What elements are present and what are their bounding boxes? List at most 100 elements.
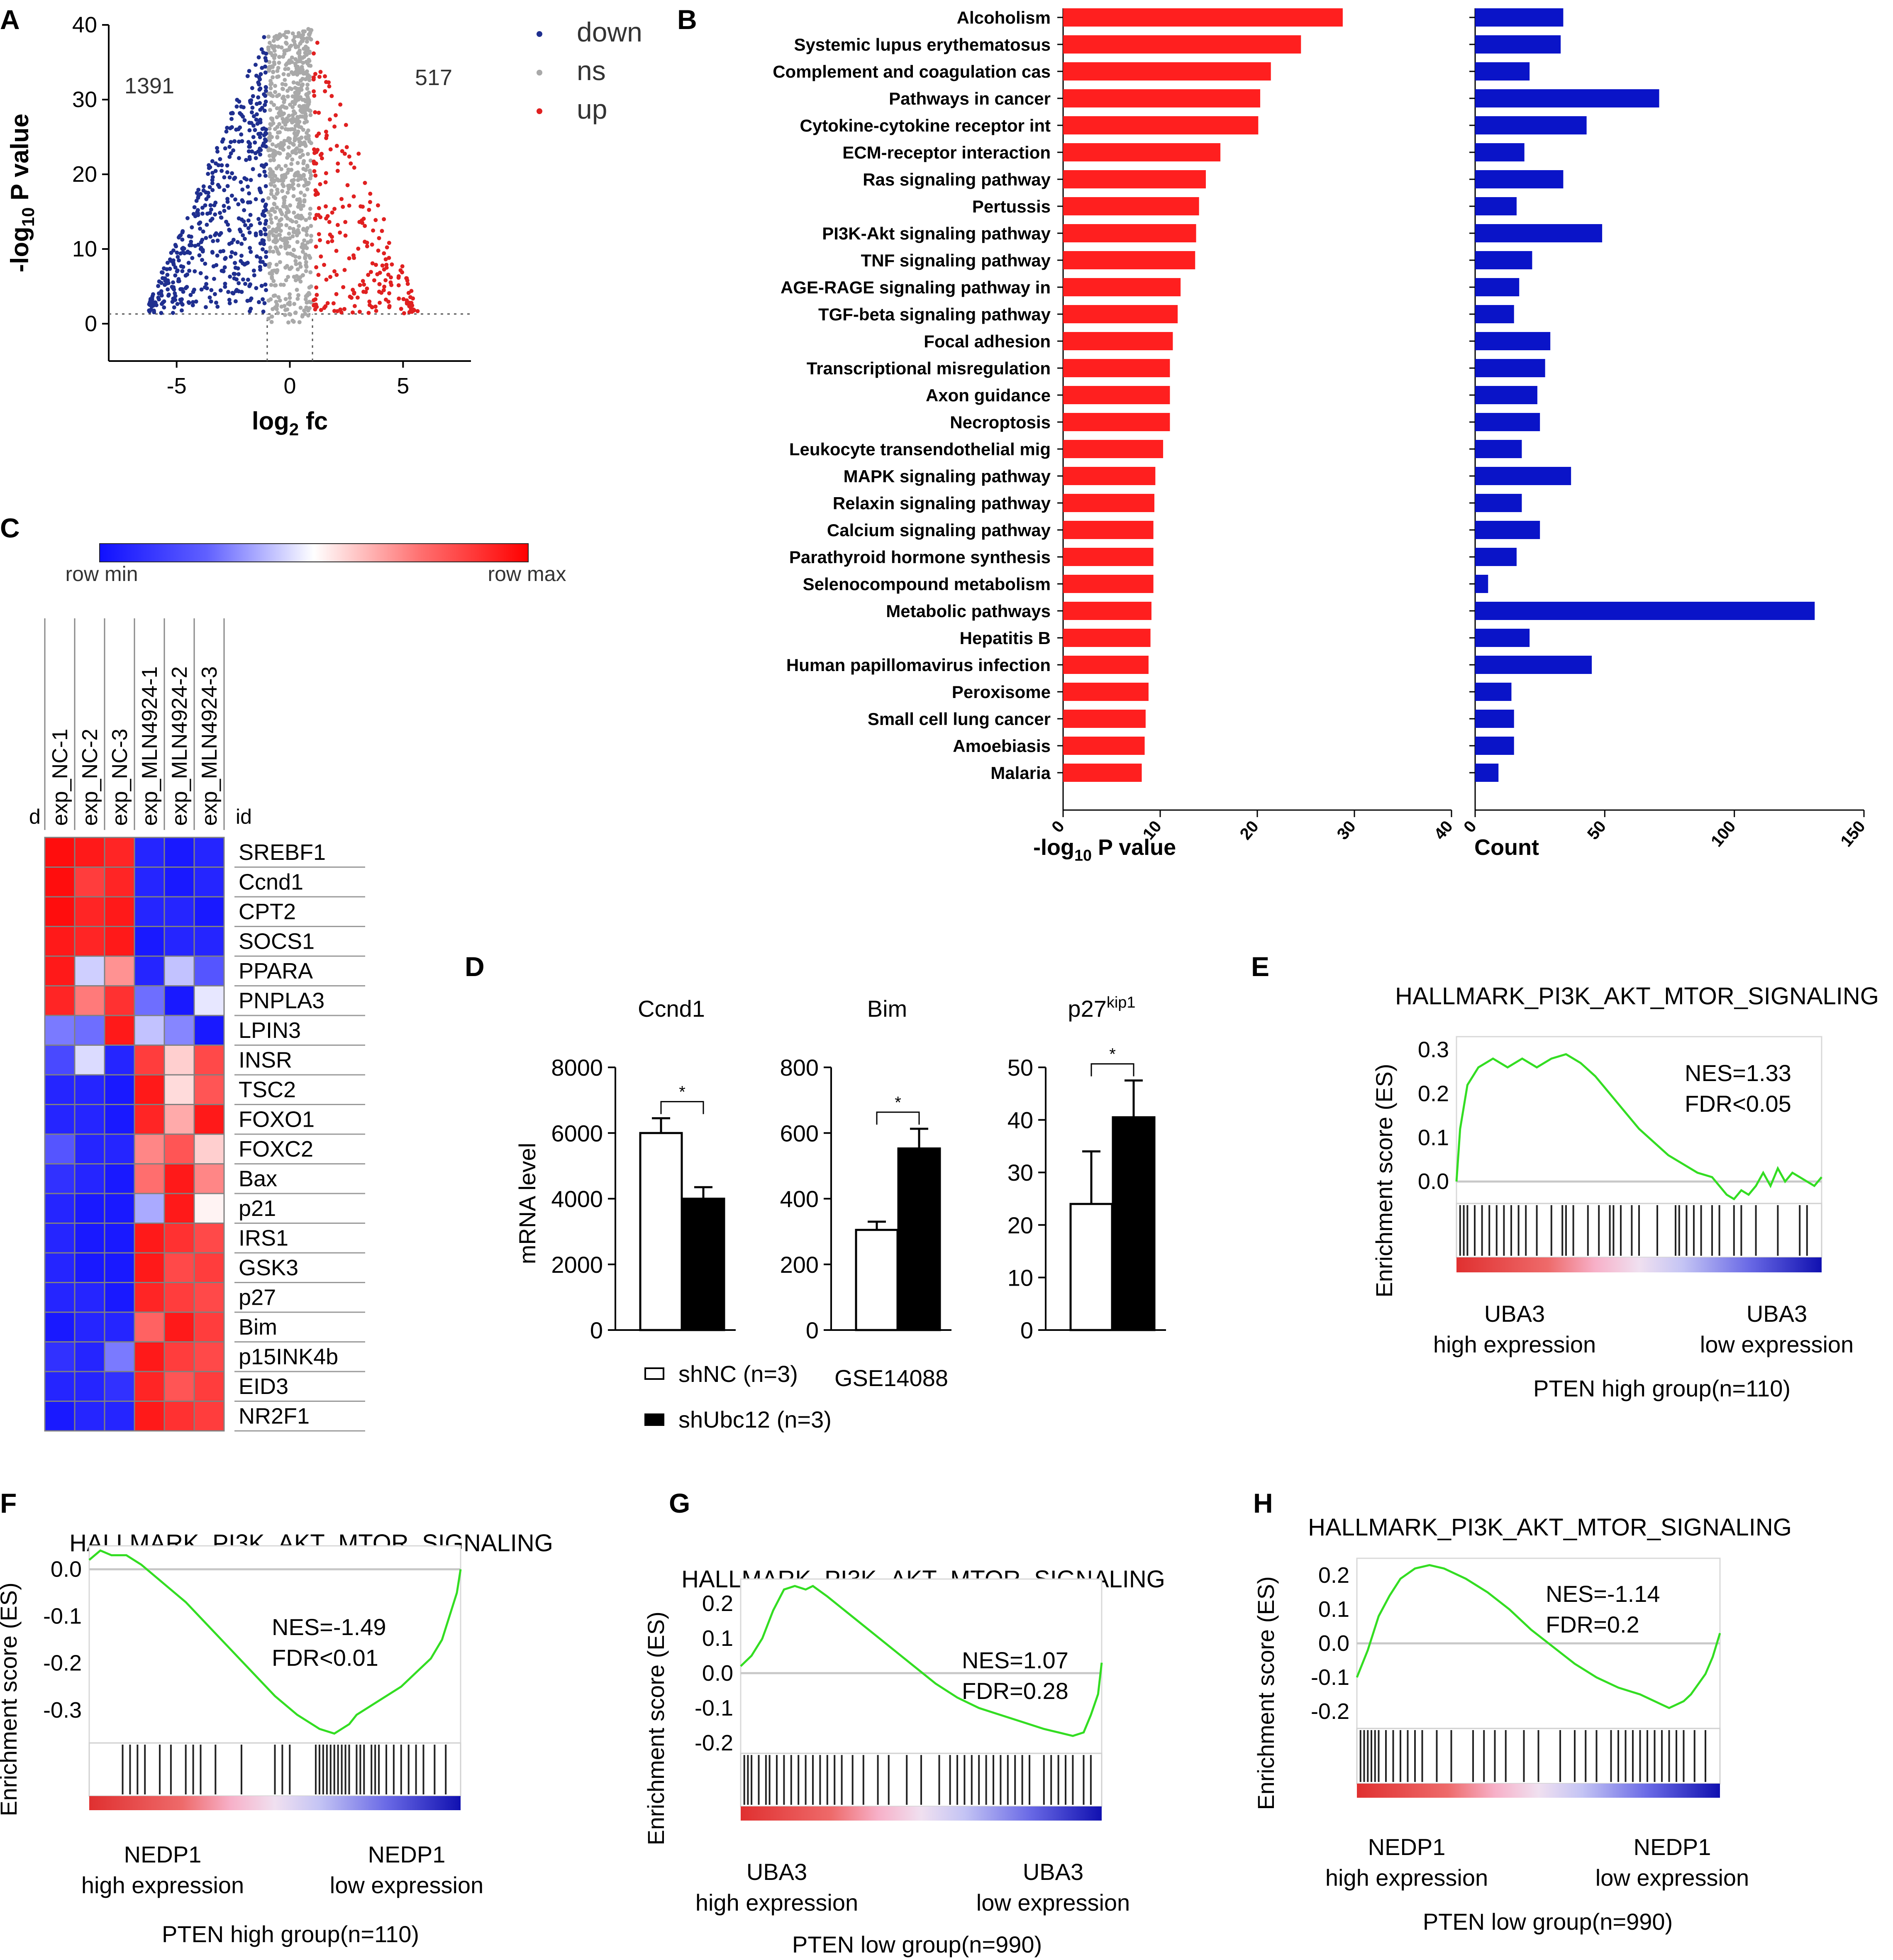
- point-down: [250, 105, 255, 110]
- point-down: [237, 281, 241, 286]
- left-expression-label: high expression: [1433, 1331, 1596, 1357]
- point-down: [258, 146, 262, 151]
- category-label: Axon guidance: [926, 386, 1051, 405]
- point-down: [205, 222, 209, 227]
- point-ns: [275, 177, 280, 182]
- heatmap-cell: [134, 1371, 165, 1402]
- point-down: [262, 35, 266, 39]
- left-expression-label: high expression: [695, 1889, 858, 1916]
- point-down: [241, 115, 245, 119]
- subplot-title: Ccnd1: [638, 996, 705, 1022]
- point-up: [347, 203, 351, 208]
- point-up: [356, 247, 361, 251]
- point-ns: [302, 159, 306, 164]
- point-down: [218, 157, 222, 161]
- point-up: [339, 197, 344, 201]
- point-up: [342, 268, 347, 272]
- point-ns: [275, 239, 279, 243]
- point-ns: [285, 138, 290, 143]
- point-ns: [293, 172, 298, 176]
- heatmap-cell: [134, 1193, 165, 1224]
- point-down: [200, 205, 205, 210]
- point-down: [214, 300, 219, 305]
- point-down: [210, 175, 215, 179]
- point-ns: [293, 63, 298, 68]
- point-ns: [297, 255, 302, 260]
- row-label: SOCS1: [239, 929, 315, 954]
- significance-star: *: [895, 1093, 901, 1112]
- point-down: [193, 269, 197, 273]
- colorbar-min-label: row min: [65, 562, 138, 586]
- point-ns: [302, 308, 307, 313]
- point-up: [315, 190, 319, 195]
- heatmap-cell: [44, 867, 76, 898]
- point-ns: [286, 145, 291, 150]
- point-up: [356, 151, 361, 156]
- bar-pvalue: [1063, 548, 1154, 566]
- row-label: GSK3: [239, 1255, 298, 1280]
- point-ns: [276, 295, 281, 300]
- panel-a-volcano: -5 0 5 0 10 20 30 40 1391 517 down ns up log2 fc -log1…: [6, 12, 642, 439]
- heatmap-cell: [104, 1133, 135, 1164]
- point-up: [330, 210, 334, 215]
- point-ns: [305, 86, 310, 91]
- bar-count: [1475, 575, 1488, 593]
- point-ns: [293, 254, 298, 259]
- point-ns: [307, 51, 312, 55]
- heatmap-cell: [134, 1104, 165, 1135]
- heatmap-cell: [104, 985, 135, 1016]
- point-ns: [306, 313, 310, 318]
- category-label: Peroxisome: [952, 682, 1051, 702]
- row-label: p15INK4b: [239, 1344, 338, 1369]
- point-down: [156, 295, 161, 300]
- point-up: [312, 93, 317, 98]
- bar-pvalue: [1063, 494, 1154, 512]
- point-down: [163, 283, 167, 287]
- point-ns: [304, 70, 309, 74]
- point-ns: [268, 79, 273, 83]
- point-ns: [266, 225, 271, 229]
- bar-count: [1475, 602, 1815, 620]
- point-ns: [298, 41, 302, 46]
- point-ns: [296, 174, 300, 178]
- point-ns: [281, 204, 285, 209]
- point-down: [182, 247, 186, 251]
- point-ns: [308, 176, 312, 181]
- point-down: [257, 87, 262, 92]
- point-up: [396, 283, 401, 288]
- x-tick-label: 0: [283, 373, 296, 398]
- point-down: [212, 203, 217, 207]
- heatmap-cell: [104, 896, 135, 927]
- point-ns: [266, 196, 271, 200]
- point-down: [209, 299, 213, 304]
- point-down: [262, 169, 267, 174]
- point-up: [358, 283, 362, 287]
- x-axis-title-1: -log10 P value: [1033, 835, 1176, 864]
- point-ns: [273, 90, 278, 94]
- point-down: [247, 309, 252, 314]
- point-ns: [295, 115, 300, 120]
- point-ns: [296, 277, 301, 281]
- heatmap-cell: [193, 1074, 225, 1105]
- point-up: [377, 236, 381, 240]
- heatmap-cell: [44, 955, 76, 986]
- category-label: AGE-RAGE signaling pathway in: [781, 278, 1051, 297]
- heatmap-cell: [193, 1223, 225, 1254]
- point-ns: [307, 78, 312, 82]
- point-ns: [285, 94, 290, 99]
- point-down: [159, 311, 163, 315]
- point-ns: [303, 44, 308, 49]
- column-label: exp_MLN4924-2: [168, 666, 192, 826]
- point-down: [207, 185, 212, 189]
- group-label: PTEN low group(n=990): [792, 1931, 1042, 1958]
- point-ns: [302, 104, 307, 108]
- point-ns: [275, 205, 279, 210]
- point-down: [222, 204, 226, 208]
- point-up: [323, 89, 327, 93]
- point-up: [329, 94, 334, 98]
- point-ns: [282, 201, 286, 205]
- x-tick-label-2: 50: [1584, 818, 1610, 843]
- point-ns: [268, 171, 272, 176]
- point-up: [415, 309, 420, 313]
- point-down: [189, 239, 193, 244]
